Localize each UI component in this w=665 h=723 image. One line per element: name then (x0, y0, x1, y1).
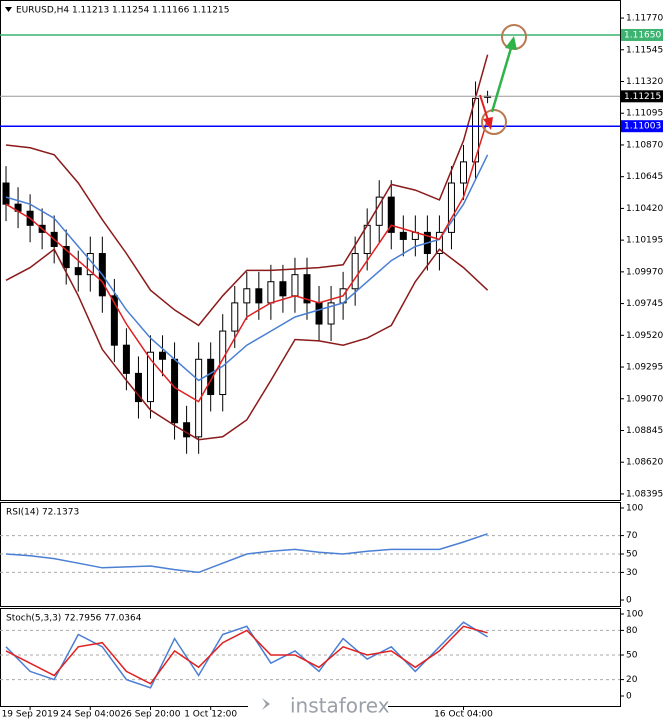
panel-frame (0, 502, 621, 607)
candle-body (387, 196, 395, 233)
candle-body (399, 231, 407, 240)
y-tick-label: 0 (626, 691, 632, 701)
panel-title: EURUSD,H4 1.11213 1.11254 1.11166 1.1121… (16, 6, 229, 16)
panel-frame (0, 0, 621, 501)
y-tick-label: 100 (626, 609, 643, 619)
candle-body (303, 274, 311, 304)
candle-body (243, 288, 251, 304)
y-tick-label: 50 (626, 650, 638, 660)
y-tick-label: 70 (626, 531, 638, 541)
y-tick-label: 80 (626, 626, 638, 636)
watermark-icon (262, 698, 270, 710)
y-tick-label: 1.10645 (626, 172, 663, 182)
y-tick-label: 1.11545 (626, 45, 663, 55)
price-label-bg (621, 28, 663, 41)
candle-body (255, 288, 263, 304)
up-arrow (490, 47, 513, 113)
candle-body (195, 358, 203, 438)
candle-body (62, 245, 70, 269)
candle-body (459, 161, 467, 184)
candle-body (146, 351, 154, 403)
pullback-circle (481, 109, 507, 135)
y-tick-label: 100 (626, 503, 643, 513)
indicator-line (5, 154, 489, 382)
x-tick-label: 1 Oct 12:00 (184, 710, 237, 720)
indicator-line (5, 119, 489, 403)
price-label: 1.11650 (624, 30, 661, 40)
candle-body (447, 182, 455, 233)
y-tick-label: 0 (626, 596, 632, 606)
y-tick-label: 1.09745 (626, 299, 663, 309)
y-tick-label: 1.08845 (626, 426, 663, 436)
candle-body (351, 253, 359, 290)
y-tick-label: 1.09070 (626, 394, 663, 404)
candle-body (134, 372, 142, 403)
candle-body (159, 351, 167, 360)
y-tick-label: 20 (626, 675, 638, 685)
x-tick-label: 19 Sep 2019 (2, 710, 59, 720)
watermark: instaforex (248, 692, 390, 720)
menu-triangle (5, 7, 12, 12)
candle-body (435, 231, 443, 255)
x-tick-label: 16 Oct 04:00 (434, 710, 493, 720)
candle-body (291, 274, 299, 297)
candle-body (327, 302, 335, 325)
y-tick-label: 1.09520 (626, 331, 663, 341)
price-label-bg (621, 90, 663, 103)
x-tick-label: 26 Sep 20:00 (120, 710, 180, 720)
indicator-line (5, 533, 488, 574)
indicator-line (5, 54, 489, 327)
candle-body (279, 281, 287, 297)
indicator-line (5, 248, 489, 441)
y-tick-label: 1.11095 (626, 109, 663, 119)
x-tick-label: 24 Sep 04:00 (60, 710, 120, 720)
y-tick-label: 1.08395 (626, 489, 663, 499)
candle-body (2, 182, 10, 205)
indicator-line (5, 625, 488, 685)
candle-body (315, 302, 323, 325)
watermark-bg (248, 692, 388, 720)
candle-body (207, 358, 215, 396)
price-label: 1.11215 (624, 92, 661, 102)
panel-title: Stoch(5,3,3) 72.7956 77.0364 (6, 614, 142, 624)
up-arrow-head (505, 36, 517, 50)
panel-title: RSI(14) 72.1373 (6, 508, 79, 518)
watermark-text: instaforex (290, 694, 390, 718)
y-tick-label: 1.10195 (626, 236, 663, 246)
y-tick-label: 1.09970 (626, 267, 663, 277)
down-arrow-head (483, 117, 493, 130)
price-label-bg (621, 120, 663, 133)
candle-body (183, 422, 191, 438)
y-tick-label: 1.11320 (626, 77, 663, 87)
candle-body (267, 281, 275, 304)
y-tick-label: 50 (626, 550, 638, 560)
candle-body (171, 358, 179, 424)
y-tick-label: 30 (626, 568, 638, 578)
y-tick-label: 1.08620 (626, 458, 663, 468)
candle-body (231, 302, 239, 332)
y-tick-label: 1.10870 (626, 140, 663, 150)
annotations (479, 24, 527, 135)
candle-body (110, 295, 118, 346)
y-tick-label: 1.10420 (626, 204, 663, 214)
down-arrow (479, 94, 489, 121)
indicator-line (5, 621, 488, 689)
candle-body (122, 344, 130, 374)
candle-body (74, 267, 82, 276)
y-tick-label: 1.09295 (626, 363, 663, 373)
price-label: 1.11003 (624, 122, 661, 132)
y-tick-label: 1.11770 (626, 14, 663, 24)
